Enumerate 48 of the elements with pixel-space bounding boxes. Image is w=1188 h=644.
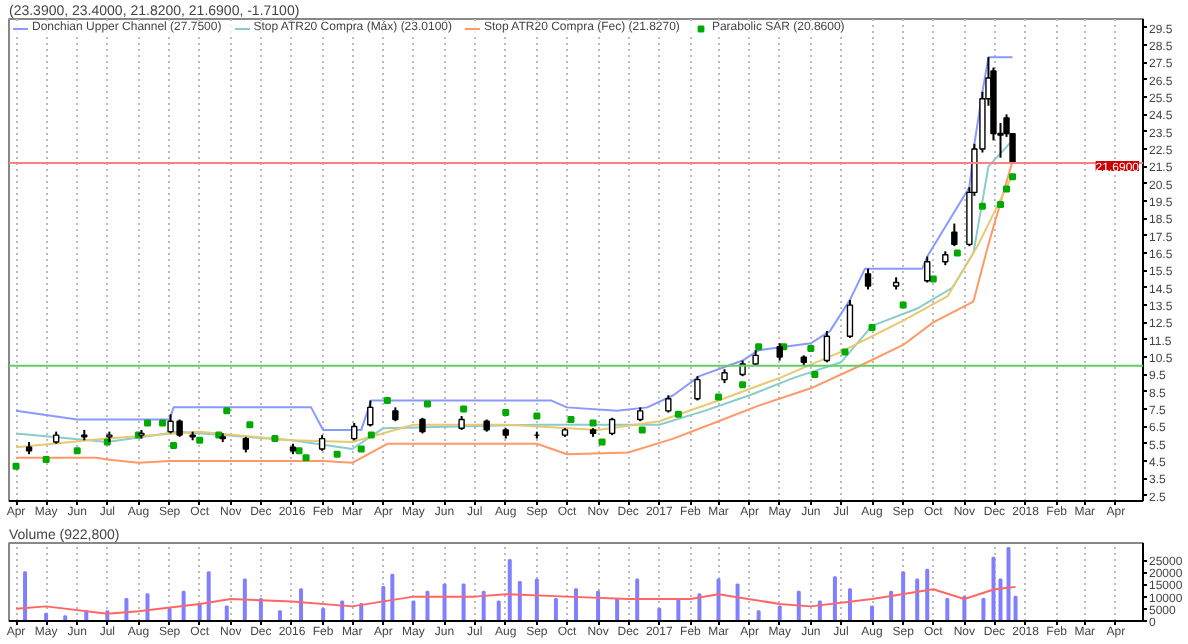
- point: [73, 447, 81, 455]
- point: [953, 249, 961, 257]
- point: [159, 419, 167, 427]
- line-series: [15, 56, 1014, 431]
- point: [807, 344, 815, 352]
- point: [357, 445, 365, 453]
- point: [215, 431, 223, 439]
- candlestick: [694, 375, 701, 402]
- point: [978, 202, 986, 210]
- point: [223, 407, 231, 415]
- point: [196, 436, 204, 444]
- point: [1003, 185, 1011, 193]
- point: [598, 438, 606, 446]
- point: [589, 419, 597, 427]
- point: [567, 416, 575, 424]
- candlestick: [367, 399, 374, 428]
- point: [674, 410, 682, 418]
- point: [868, 324, 876, 332]
- point: [246, 421, 254, 429]
- point: [715, 393, 722, 401]
- point: [42, 455, 50, 463]
- point: [739, 381, 747, 389]
- point: [170, 442, 178, 450]
- point: [811, 370, 819, 378]
- candlestick: [823, 330, 831, 364]
- candlestick: [846, 298, 854, 340]
- candlestick: [951, 222, 958, 248]
- point: [383, 396, 391, 404]
- point: [333, 450, 341, 458]
- point: [533, 412, 541, 420]
- point: [143, 419, 151, 427]
- point: [502, 409, 510, 417]
- point: [997, 201, 1004, 209]
- point: [367, 431, 375, 439]
- line-series: [15, 585, 1017, 615]
- point: [929, 275, 937, 283]
- point: [460, 405, 468, 413]
- candlestick: [864, 267, 872, 291]
- point: [302, 454, 310, 462]
- point: [899, 301, 907, 309]
- point: [755, 343, 763, 351]
- point: [841, 348, 849, 356]
- point: [423, 400, 431, 408]
- point: [12, 462, 20, 470]
- point: [271, 435, 279, 443]
- point: [1009, 173, 1017, 181]
- point: [638, 426, 646, 434]
- point: [295, 447, 303, 455]
